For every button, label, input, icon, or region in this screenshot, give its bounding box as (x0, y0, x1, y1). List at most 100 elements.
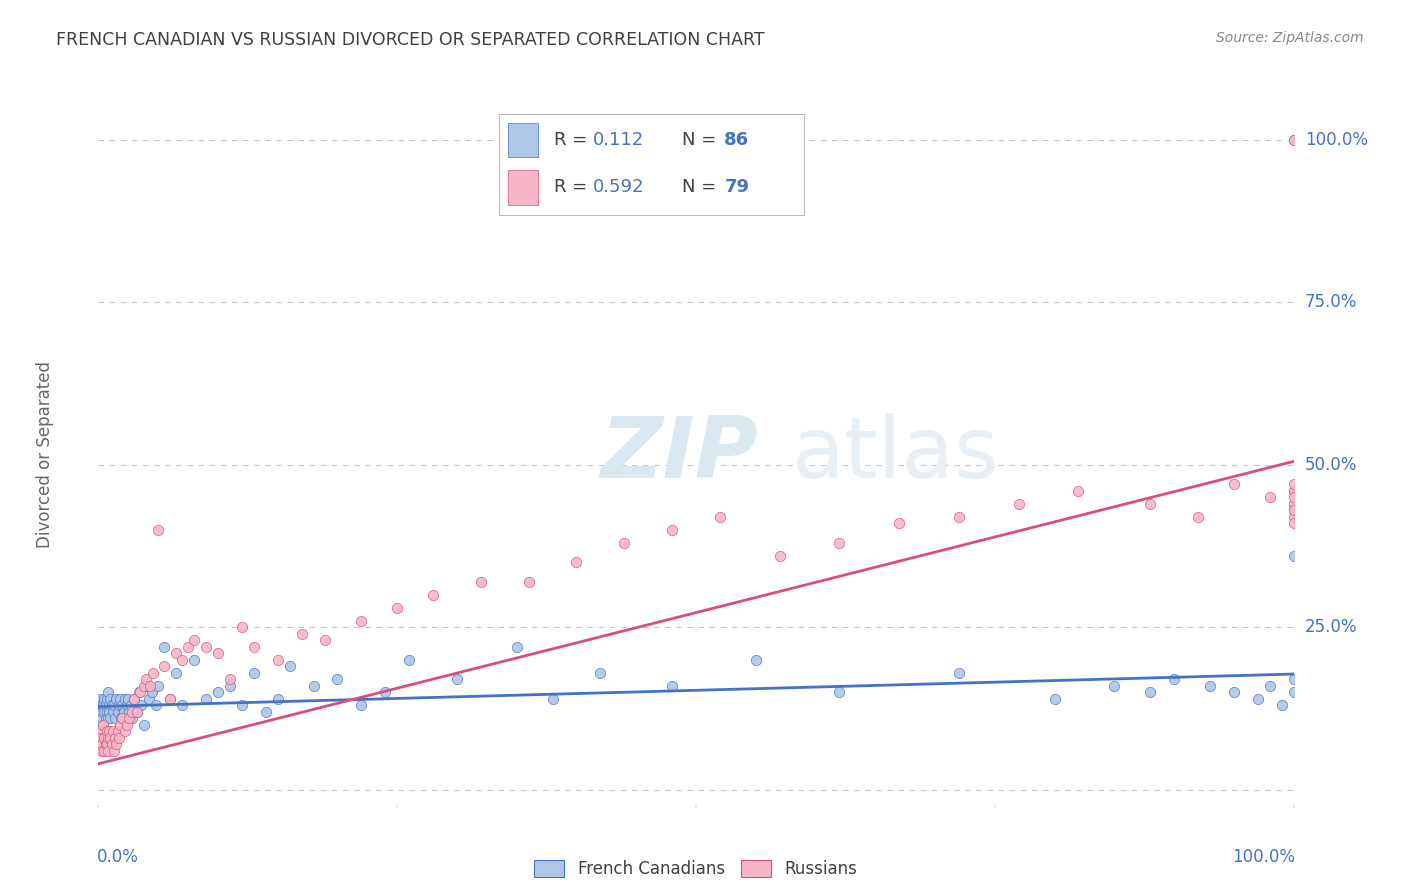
Point (350, 698, 373, 713)
Point (1067, 483, 1090, 498)
Point (97, 731, 120, 745)
Point (302, 679, 325, 693)
Point (103, 698, 125, 713)
Point (1282, 509, 1305, 524)
Point (125, 705, 148, 719)
Point (115, 698, 138, 713)
Point (93, 705, 115, 719)
Point (254, 705, 277, 719)
Point (1282, 477, 1305, 491)
Point (128, 685, 150, 699)
Point (1282, 503, 1305, 517)
Point (219, 679, 242, 693)
Point (315, 633, 337, 648)
Point (91, 744, 114, 758)
Point (194, 640, 217, 654)
Point (93, 731, 115, 745)
Text: Source: ZipAtlas.com: Source: ZipAtlas.com (1216, 31, 1364, 45)
Text: atlas: atlas (792, 413, 1000, 497)
Text: 75.0%: 75.0% (1305, 293, 1357, 311)
Point (1282, 497, 1305, 511)
Point (98, 731, 122, 745)
Point (1258, 679, 1281, 693)
Point (124, 691, 146, 706)
Point (135, 672, 157, 686)
Point (159, 691, 181, 706)
Point (1282, 672, 1305, 686)
Point (96, 691, 118, 706)
Point (124, 691, 146, 706)
Point (153, 640, 176, 654)
Point (135, 679, 157, 693)
Text: ZIP: ZIP (600, 413, 758, 497)
Point (131, 698, 153, 713)
Point (118, 711, 141, 725)
Point (1282, 483, 1305, 498)
Point (148, 523, 170, 537)
Point (107, 705, 129, 719)
Text: 100.0%: 100.0% (1232, 848, 1295, 866)
Point (138, 691, 160, 706)
Point (589, 665, 612, 680)
Point (1282, 132, 1305, 146)
Point (1282, 549, 1305, 563)
Point (768, 549, 790, 563)
Point (97, 711, 120, 725)
Point (326, 672, 349, 686)
Point (1163, 672, 1185, 686)
Point (1222, 685, 1246, 699)
Point (153, 659, 176, 673)
Point (1282, 497, 1305, 511)
Text: 0.0%: 0.0% (97, 848, 139, 866)
Point (541, 691, 564, 706)
Point (111, 698, 134, 713)
Point (243, 640, 266, 654)
Point (90, 731, 112, 745)
Point (1282, 503, 1305, 517)
Point (243, 665, 266, 680)
Point (125, 705, 148, 719)
Point (98, 711, 122, 725)
Point (98, 705, 121, 719)
Point (828, 685, 851, 699)
Point (91, 705, 114, 719)
Point (107, 724, 129, 739)
Point (132, 718, 155, 732)
Point (94, 737, 117, 751)
Point (96, 737, 118, 751)
Point (374, 685, 396, 699)
Point (398, 653, 420, 667)
Point (105, 691, 128, 706)
Point (290, 626, 312, 640)
Point (207, 685, 229, 699)
Text: 25.0%: 25.0% (1305, 618, 1357, 636)
Point (1139, 685, 1161, 699)
Point (148, 679, 170, 693)
Point (506, 640, 529, 654)
Point (110, 711, 132, 725)
Point (96, 724, 118, 739)
Point (97, 685, 120, 699)
Point (94, 698, 117, 713)
Point (141, 685, 163, 699)
Point (114, 724, 136, 739)
Point (1282, 516, 1305, 531)
Point (104, 731, 127, 745)
Point (120, 698, 142, 713)
Point (105, 737, 128, 751)
Legend: French Canadians, Russians: French Canadians, Russians (527, 854, 865, 885)
Point (422, 588, 444, 602)
Text: Divorced or Separated: Divorced or Separated (35, 361, 53, 549)
Point (267, 691, 290, 706)
Point (142, 665, 165, 680)
Point (183, 653, 205, 667)
Point (91, 737, 114, 751)
Point (231, 620, 253, 634)
Point (1043, 691, 1066, 706)
Point (91, 718, 114, 732)
Point (89, 724, 111, 739)
Point (565, 555, 588, 569)
Point (1007, 497, 1029, 511)
Point (278, 659, 301, 673)
Point (101, 724, 124, 739)
